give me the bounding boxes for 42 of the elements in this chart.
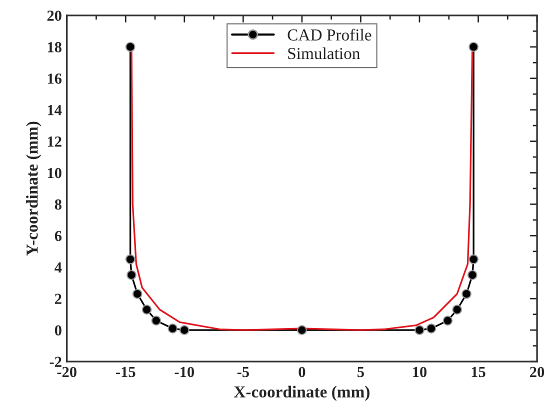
- point: [179, 325, 190, 336]
- x-tick-label: 20: [530, 366, 544, 378]
- point: [467, 270, 478, 280]
- y-tick-label: 4: [54, 262, 62, 272]
- y-tick-label: 12: [48, 136, 62, 147]
- y-tick-label: 16: [48, 74, 62, 84]
- x-tick-label: 5: [358, 366, 364, 378]
- point: [125, 254, 136, 264]
- y-tick-label: 10: [48, 168, 62, 178]
- x-axis-title: X-coordinate (mm): [234, 386, 370, 401]
- x-tick-label: 10: [413, 366, 427, 378]
- point: [125, 42, 136, 52]
- y-tick-label: 20: [47, 10, 62, 21]
- y-tick-label: 6: [54, 230, 62, 242]
- x-tick-label: -10: [174, 366, 194, 378]
- x-tick-label: 0: [298, 366, 306, 378]
- legend-label: Simulation: [288, 47, 360, 60]
- point: [414, 325, 424, 336]
- point: [126, 270, 136, 280]
- y-tick-label: 0: [54, 325, 62, 336]
- legend-label: CAD Profile: [288, 28, 372, 41]
- x-tick-label: -20: [57, 366, 76, 378]
- x-tick-label: 15: [472, 366, 486, 378]
- point: [168, 324, 178, 334]
- y-axis-title: Y-coordinate (mm): [26, 122, 42, 256]
- point: [452, 304, 462, 315]
- point: [468, 254, 479, 264]
- y-tick-label: 2: [55, 294, 62, 304]
- y-tick-label: -2: [50, 356, 62, 367]
- x-tick-label: -15: [116, 366, 136, 378]
- point: [142, 304, 152, 315]
- point: [426, 324, 436, 334]
- y-tick-label: 14: [48, 105, 62, 116]
- point: [468, 42, 479, 52]
- point: [297, 325, 307, 336]
- y-tick-label: 8: [54, 199, 62, 210]
- x-tick-label: -5: [237, 366, 249, 378]
- y-tick-label: 18: [48, 42, 62, 52]
- point: [462, 288, 472, 299]
- point: [151, 316, 162, 326]
- point: [132, 288, 142, 299]
- point: [442, 316, 453, 326]
